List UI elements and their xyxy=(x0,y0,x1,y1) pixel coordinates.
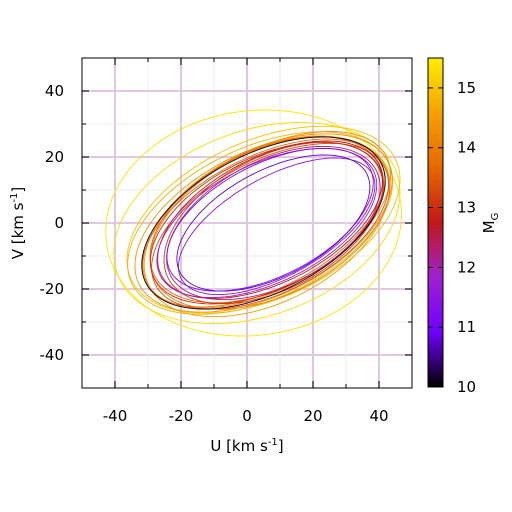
orbit-line xyxy=(166,147,374,292)
colorbar-tick-label: 15 xyxy=(457,79,476,97)
x-tick-label: -40 xyxy=(103,407,128,425)
y-axis-label: V [km s-1] xyxy=(9,187,27,260)
y-tick-label: 40 xyxy=(45,82,64,100)
orbit-line xyxy=(127,131,394,315)
x-tick-labels: -40 -20 0 20 40 xyxy=(103,407,389,425)
axis-ticks xyxy=(81,57,413,389)
colorbar-ticks xyxy=(428,87,443,388)
x-tick-label: 20 xyxy=(303,407,322,425)
y-tick-labels: -40 -20 0 20 40 xyxy=(40,82,65,364)
y-tick-label: -40 xyxy=(40,346,65,364)
orbit-line xyxy=(176,154,371,292)
colorbar-tick-label: 11 xyxy=(457,318,476,336)
orbit-line xyxy=(134,133,393,313)
orbit-line xyxy=(178,157,376,296)
orbit-line xyxy=(113,121,401,325)
orbit-curves xyxy=(105,109,402,337)
orbit-line xyxy=(105,109,402,337)
colorbar-label: MG xyxy=(480,213,501,234)
x-tick-label: 40 xyxy=(369,407,388,425)
grid-lines xyxy=(82,58,412,388)
orbit-line xyxy=(149,136,384,304)
x-tick-label: -20 xyxy=(169,407,194,425)
y-tick-label: 0 xyxy=(54,214,64,232)
colorbar-tick-label: 12 xyxy=(457,258,476,276)
colorbar xyxy=(427,57,444,388)
orbit-line xyxy=(166,145,381,301)
orbit-line xyxy=(163,141,384,305)
orbit-line xyxy=(141,136,386,310)
x-axis-label: U [km s-1] xyxy=(210,437,283,455)
colorbar-tick-label: 13 xyxy=(457,199,476,217)
x-tick-label: 0 xyxy=(242,407,252,425)
y-tick-label: -20 xyxy=(40,280,65,298)
colorbar-tick-label: 14 xyxy=(457,139,476,157)
orbit-line xyxy=(151,142,390,310)
orbit-line xyxy=(157,140,383,299)
colorbar-tick-label: 10 xyxy=(457,378,476,396)
colorbar-tick-labels: 10 11 12 13 14 15 xyxy=(457,79,476,396)
y-tick-label: 20 xyxy=(45,148,64,166)
